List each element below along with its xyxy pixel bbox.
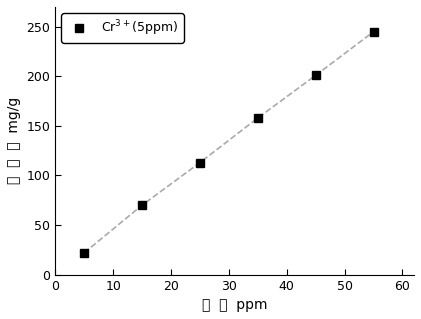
X-axis label: 濃  度  ppm: 濃 度 ppm (202, 298, 267, 312)
Cr$^{3+}$(5ppm) (82, 251, 87, 255)
Cr$^{3+}$(5ppm) (255, 116, 260, 120)
Cr$^{3+}$(5ppm) (139, 203, 144, 207)
Cr$^{3+}$(5ppm) (313, 73, 318, 77)
Legend: Cr$^{3+}$(5ppm): Cr$^{3+}$(5ppm) (61, 13, 184, 43)
Line: Cr$^{3+}$(5ppm): Cr$^{3+}$(5ppm) (80, 27, 378, 257)
Y-axis label: 吸  附  量  mg/g: 吸 附 量 mg/g (7, 97, 21, 184)
Cr$^{3+}$(5ppm) (371, 30, 376, 33)
Cr$^{3+}$(5ppm) (197, 161, 203, 165)
